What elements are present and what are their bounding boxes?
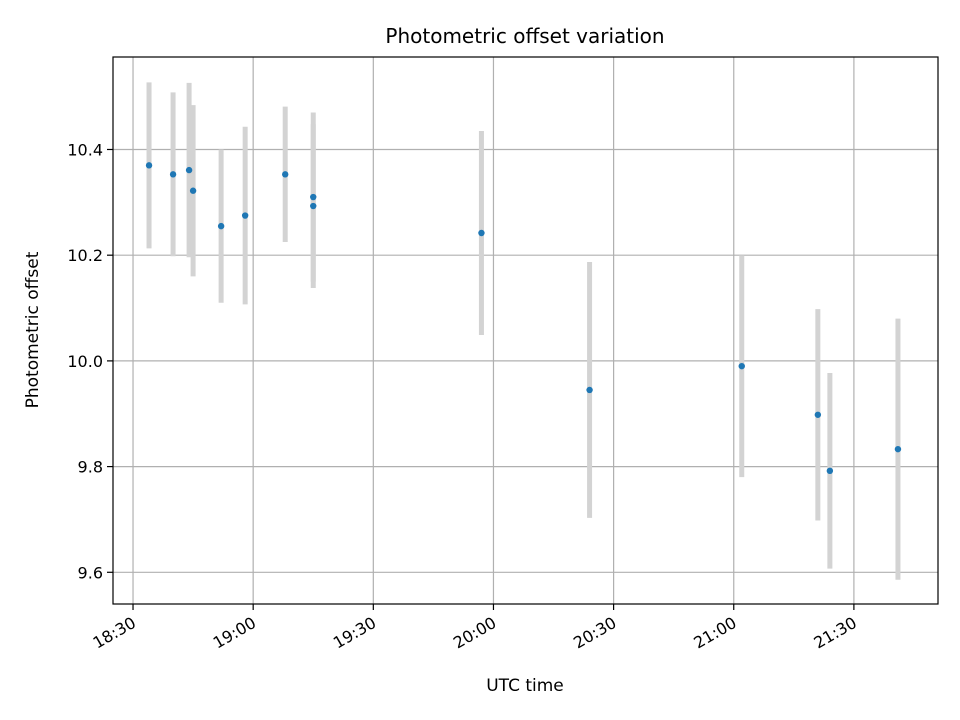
data-point bbox=[189, 187, 197, 194]
y-axis-ticks: 9.6 9.8 10.0 10.2 10.4 bbox=[67, 140, 113, 582]
data-point bbox=[145, 162, 153, 169]
grid-lines bbox=[113, 57, 938, 604]
y-tick-label: 10.2 bbox=[67, 246, 103, 265]
data-point bbox=[185, 166, 193, 174]
data-point bbox=[894, 445, 902, 453]
data-point bbox=[241, 212, 249, 219]
y-axis-label: Photometric offset bbox=[23, 251, 43, 408]
y-tick-label: 9.6 bbox=[78, 563, 103, 582]
data-point bbox=[310, 193, 317, 201]
data-point bbox=[826, 467, 834, 475]
plot-area bbox=[113, 57, 938, 604]
data-points bbox=[145, 162, 902, 475]
chart-title: Photometric offset variation bbox=[385, 24, 664, 48]
data-point bbox=[738, 362, 745, 370]
data-point bbox=[169, 171, 177, 178]
data-point bbox=[814, 411, 822, 418]
y-tick-label: 9.8 bbox=[78, 458, 103, 477]
data-point bbox=[217, 222, 225, 230]
y-tick-label: 10.4 bbox=[67, 140, 103, 159]
data-point bbox=[478, 229, 485, 237]
data-point bbox=[282, 171, 289, 178]
data-point bbox=[586, 386, 593, 394]
plot-frame bbox=[112, 56, 939, 605]
data-point bbox=[310, 202, 317, 210]
x-axis-label: UTC time bbox=[486, 676, 564, 696]
y-tick-label: 10.0 bbox=[67, 352, 103, 371]
